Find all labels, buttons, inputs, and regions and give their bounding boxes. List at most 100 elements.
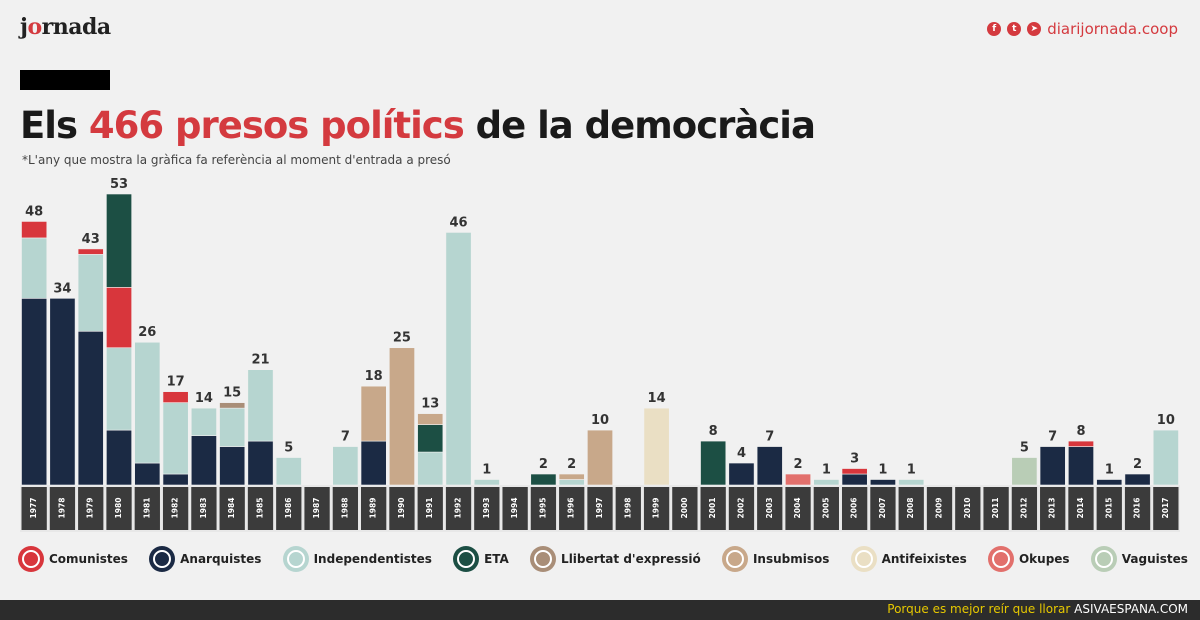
year-label: 2013 bbox=[1048, 498, 1057, 519]
bar-segment bbox=[558, 479, 585, 486]
data-label: 46 bbox=[449, 215, 467, 230]
bar-segment bbox=[275, 457, 302, 486]
data-label: 13 bbox=[421, 397, 439, 412]
year-label: 2012 bbox=[1019, 498, 1028, 519]
year-label: 2002 bbox=[736, 498, 745, 519]
data-label: 14 bbox=[195, 391, 213, 406]
data-label: 7 bbox=[341, 430, 350, 445]
bar-segment bbox=[21, 298, 48, 486]
year-tile bbox=[841, 487, 868, 530]
twitter-icon[interactable]: t bbox=[1007, 22, 1022, 36]
footer-text: Porque es mejor reír que llorar ASIVAESP… bbox=[887, 602, 1188, 616]
year-label: 1989 bbox=[369, 498, 378, 519]
year-label: 1996 bbox=[567, 498, 576, 519]
data-label: 7 bbox=[1048, 430, 1057, 445]
year-label: 1995 bbox=[538, 498, 547, 519]
year-label: 2003 bbox=[765, 498, 774, 519]
bar-segment bbox=[1039, 446, 1066, 486]
year-tile bbox=[247, 487, 274, 530]
year-label: 1986 bbox=[284, 498, 293, 519]
footer-bar bbox=[0, 600, 1200, 620]
chart-legend: Comunistes Anarquistes Independentistes ETA… bbox=[18, 546, 1188, 572]
bar-segment bbox=[106, 429, 132, 486]
data-label: 25 bbox=[393, 331, 411, 346]
data-label: 2 bbox=[539, 457, 548, 472]
year-label: 1991 bbox=[425, 498, 434, 519]
year-tile bbox=[134, 487, 160, 530]
data-label: 5 bbox=[1020, 441, 1029, 456]
page-title: Els 466 presos polítics de la democràcia bbox=[20, 104, 816, 147]
bar-segment bbox=[728, 462, 755, 486]
bar-segment bbox=[1152, 429, 1179, 486]
bar-segment bbox=[247, 440, 274, 486]
bar-segment bbox=[106, 193, 132, 288]
data-label: 48 bbox=[25, 204, 43, 219]
year-label: 2001 bbox=[708, 498, 717, 519]
bar-segment bbox=[190, 407, 217, 436]
legend-label: Insubmisos bbox=[752, 552, 830, 566]
legend-item: Llibertat d'expressió bbox=[530, 546, 701, 572]
year-label: 2007 bbox=[878, 498, 887, 519]
redacted-bar bbox=[20, 70, 110, 90]
year-tile bbox=[983, 487, 1009, 530]
year-label: 2011 bbox=[991, 498, 1000, 519]
year-label: 1978 bbox=[57, 498, 66, 519]
year-tile bbox=[1011, 487, 1038, 530]
bar-segment bbox=[700, 440, 727, 486]
telegram-icon[interactable]: ➤ bbox=[1027, 22, 1042, 36]
year-label: 2004 bbox=[793, 498, 802, 519]
data-label: 1 bbox=[878, 463, 887, 478]
flag-icon bbox=[282, 546, 309, 572]
bar-segment bbox=[898, 479, 925, 486]
data-label: 4 bbox=[737, 446, 746, 461]
year-label: 1979 bbox=[86, 498, 95, 519]
jornada-logo[interactable]: jornada bbox=[20, 14, 111, 40]
bar-segment bbox=[190, 435, 217, 486]
bar-segment bbox=[417, 424, 444, 453]
year-tile bbox=[1153, 487, 1179, 530]
year-tile bbox=[615, 487, 641, 530]
year-tile bbox=[757, 487, 783, 530]
year-tile bbox=[304, 487, 330, 530]
site-url[interactable]: diarijornada.coop bbox=[1047, 20, 1178, 38]
data-label: 53 bbox=[110, 177, 128, 192]
year-tile bbox=[898, 487, 924, 530]
year-label: 2006 bbox=[850, 498, 859, 519]
bar-segment bbox=[445, 232, 472, 486]
year-label: 2014 bbox=[1076, 498, 1085, 519]
bar-segment bbox=[162, 402, 189, 475]
year-label: 1999 bbox=[652, 498, 661, 519]
bar-segment bbox=[785, 473, 811, 486]
facebook-icon[interactable]: f bbox=[987, 22, 1002, 36]
bar-segment bbox=[756, 446, 783, 486]
year-label: 1981 bbox=[142, 498, 151, 519]
legend-label: Llibertat d'expressió bbox=[561, 552, 701, 566]
year-tile bbox=[162, 487, 189, 530]
year-tile bbox=[530, 487, 557, 530]
bar-segment bbox=[247, 369, 274, 442]
bar-segment bbox=[162, 473, 189, 486]
year-tile bbox=[955, 487, 981, 530]
speech-icon bbox=[530, 546, 557, 572]
year-tile bbox=[587, 487, 613, 530]
bar-segment bbox=[77, 248, 104, 255]
year-tile bbox=[926, 487, 953, 530]
bar-segment bbox=[162, 391, 189, 403]
year-label: 1987 bbox=[312, 498, 321, 519]
year-label: 1990 bbox=[397, 498, 406, 519]
bar-segment bbox=[643, 407, 670, 486]
legend-label: ETA bbox=[484, 552, 509, 566]
bar-segment bbox=[389, 347, 415, 486]
year-label: 1984 bbox=[227, 498, 236, 519]
legend-item: ETA bbox=[453, 546, 509, 572]
year-tile bbox=[49, 487, 76, 530]
year-label: 2015 bbox=[1104, 498, 1113, 519]
bar-segment bbox=[219, 446, 246, 486]
anarchy-icon bbox=[149, 546, 176, 572]
legend-label: Independentistes bbox=[313, 552, 432, 566]
bar-segment bbox=[473, 479, 500, 486]
year-tile bbox=[276, 487, 302, 530]
bar-segment bbox=[558, 473, 585, 480]
data-label: 1 bbox=[822, 463, 831, 478]
data-label: 1 bbox=[482, 463, 491, 478]
